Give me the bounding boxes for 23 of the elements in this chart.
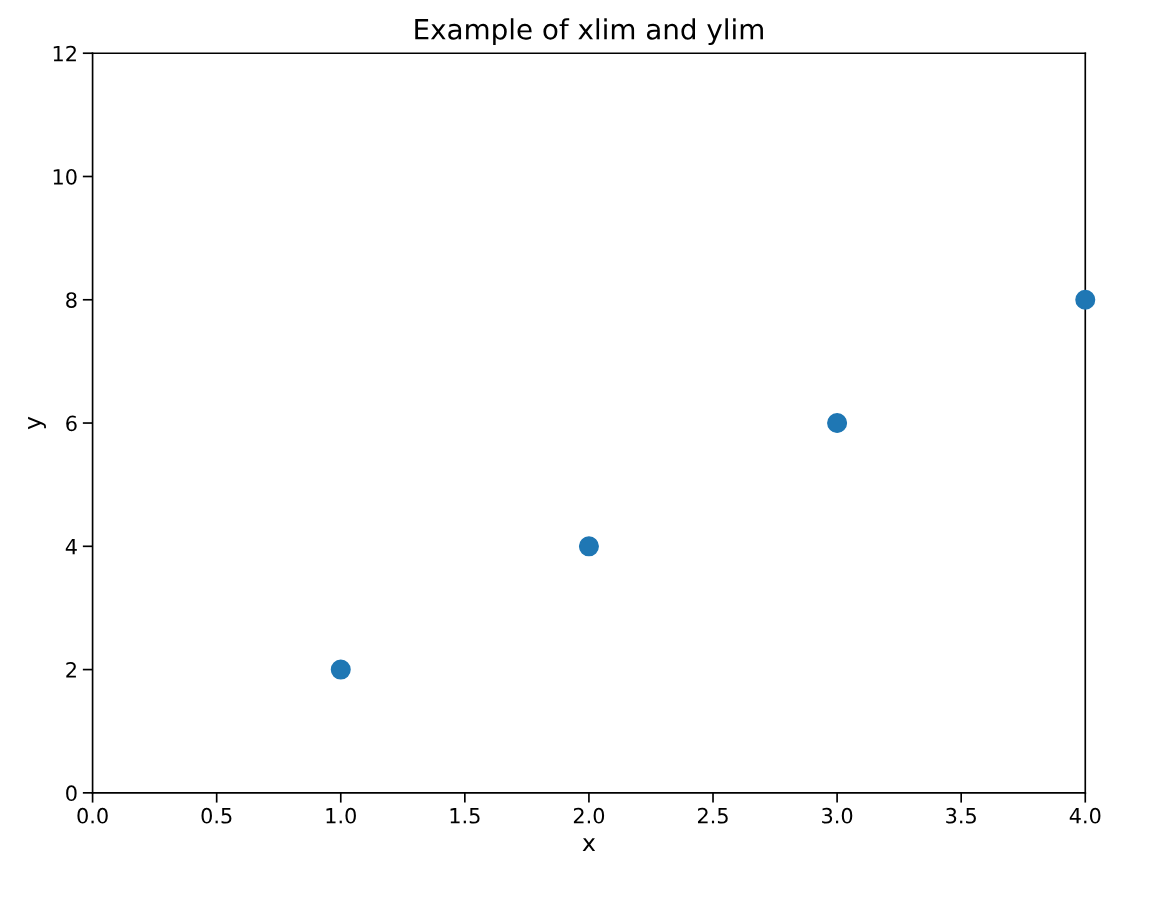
x-tick-label: 3.0 [822, 807, 853, 824]
x-tick-label: 3.5 [946, 807, 976, 824]
y-tick-label: 8 [66, 292, 77, 308]
y-axis-title: y [28, 416, 46, 430]
point [1075, 289, 1096, 310]
x-tick-label: 1.0 [326, 807, 356, 824]
x-axis-title: x [582, 838, 596, 852]
point [578, 536, 599, 557]
x-tick-label: 0.5 [201, 807, 232, 824]
chart-title: Example of xlim and ylim [415, 18, 763, 46]
y-tick-label: 10 [53, 168, 77, 185]
x-tick-label: 2.0 [573, 807, 605, 824]
point [827, 413, 848, 434]
x-tick-label: 4.0 [1069, 807, 1101, 824]
y-tick-label: 2 [66, 662, 76, 678]
x-tick-label: 1.5 [450, 808, 480, 824]
y-tick-label: 4 [65, 539, 77, 555]
y-tick-label: 6 [66, 415, 77, 432]
point [330, 659, 351, 680]
y-tick-label: 12 [53, 45, 76, 62]
y-tick-label: 0 [66, 785, 77, 802]
x-tick-label: 0.0 [77, 807, 108, 824]
x-tick-label: 2.5 [697, 807, 728, 824]
